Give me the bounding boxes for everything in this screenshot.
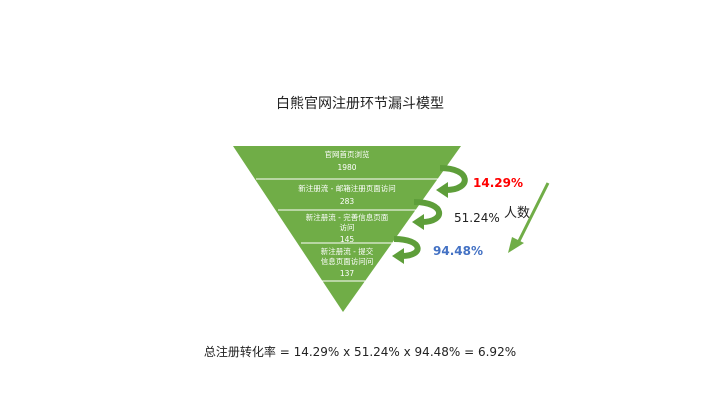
curved-arrow-icon — [392, 236, 421, 264]
conversion-rate-1: 14.29% — [473, 176, 523, 190]
curved-arrow-icon — [412, 199, 443, 230]
stage-value: 145 — [340, 235, 355, 244]
diagram-title: 白熊官网注册环节漏斗模型 — [276, 96, 444, 112]
stage-label: 新注册流 - 完善信息页面 — [306, 212, 389, 222]
stage-label: 信息页面访问问 — [321, 256, 374, 266]
funnel-shape — [233, 146, 461, 312]
stage-label: 访问 — [340, 222, 355, 232]
conversion-formula: 总注册转化率 = 14.29% x 51.24% x 94.48% = 6.92… — [203, 345, 517, 359]
side-label: 人数 — [504, 206, 530, 221]
conversion-rate-2: 51.24% — [454, 211, 500, 225]
stage-label: 新注册流 - 提交 — [321, 246, 374, 256]
stage-label: 新注册流 - 邮箱注册页面访问 — [298, 183, 395, 193]
curved-arrow-icon — [436, 165, 468, 198]
stage-value: 137 — [340, 269, 355, 278]
conversion-rate-3: 94.48% — [433, 244, 483, 258]
stage-label: 官网首页浏览 — [325, 149, 370, 159]
stage-value: 283 — [340, 197, 355, 206]
stage-value: 1980 — [337, 163, 356, 172]
down-arrow-icon — [508, 182, 550, 253]
